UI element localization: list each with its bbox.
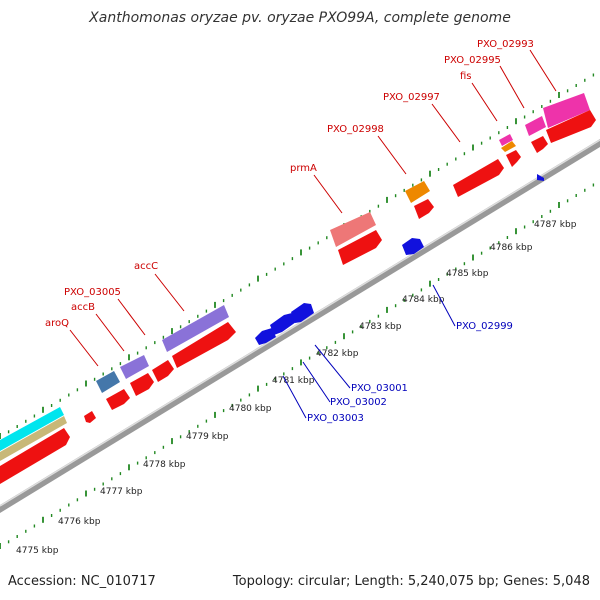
scale-label-4776: 4776 kbp [58,517,101,527]
leader-prmA [313,174,343,214]
PXO_02995-feature [501,141,516,152]
gene-arrow [106,389,130,410]
leader-aroQ [69,329,99,367]
gene-label-aroQ[interactable]: aroQ [45,318,69,329]
scale-label-4781: 4781 kbp [272,376,315,386]
gene-label-accB[interactable]: accB [71,302,95,313]
leader-PXO_02993 [529,49,557,92]
PXO_02998-feature [405,181,430,203]
scale-label-4780: 4780 kbp [229,404,272,414]
reverse-gene-labels: PXO_02999 PXO_03001 PXO_03002 PXO_03003 [307,321,513,424]
gene-arrow [537,174,544,181]
scale-label-4775: 4775 kbp [16,546,59,556]
PXO_03003-gene-arrow [255,328,276,345]
genome-summary-text: Topology: circular; Length: 5,240,075 bp… [232,574,590,589]
left-edge-features [0,407,96,484]
leader-PXO_02998 [377,135,407,175]
forward-tick-row [0,73,595,439]
gene-arrow [338,230,382,265]
gene-label-PXO_02998[interactable]: PXO_02998 [327,124,384,135]
leader-PXO_02999 [432,284,456,327]
label-leaders [69,49,557,419]
scale-label-4784: 4784 kbp [402,295,445,305]
PXO_02999-gene-arrow [402,238,424,255]
scale-label-4777: 4777 kbp [100,487,143,497]
scale-label-4779: 4779 kbp [186,432,229,442]
accession-text: Accession: NC_010717 [8,574,156,589]
gene-arrow [531,136,548,153]
leader-PXO_02995 [499,65,525,109]
fis-feature [499,134,513,146]
leader-PXO_03001 [314,344,351,389]
leader-PXO_02997 [431,103,461,143]
backbone [0,139,600,513]
gene-label-PXO_03003[interactable]: PXO_03003 [307,413,364,424]
gene-arrow [453,159,504,197]
leader-accB [95,313,125,352]
map-title: Xanthomonas oryzae pv. oryzae PXO99A, co… [89,10,511,26]
gene-label-prmA[interactable]: prmA [290,163,317,174]
PXO_03001-gene-arrow [291,303,314,323]
scale-label-4778: 4778 kbp [143,460,186,470]
accC-feature [162,305,229,352]
accB-feature [120,355,149,379]
reverse-strand-features [255,174,544,345]
leader-PXO_03002 [302,361,331,403]
prmA-feature [330,212,376,247]
scale-label-4783: 4783 kbp [359,322,402,332]
gene-label-PXO_03002[interactable]: PXO_03002 [330,397,387,408]
PXO_02993-feature-a [525,116,546,136]
gene-arrow [172,322,236,368]
forward-gene-labels: aroQ accB PXO_03005 accC prmA PXO_02998 … [45,39,534,329]
gene-label-PXO_02997[interactable]: PXO_02997 [383,92,440,103]
leader-PXO_03005 [117,298,146,336]
gene-arrow [414,199,434,219]
PXO_02993-feature-b [543,93,590,128]
scale-label-4786: 4786 kbp [490,243,533,253]
gene-label-PXO_02995[interactable]: PXO_02995 [444,55,501,66]
gene-arrow [130,373,154,396]
reverse-tick-row [0,183,595,549]
gene-arrow [506,150,521,167]
gene-label-accC[interactable]: accC [134,261,158,272]
gene-label-PXO_03005[interactable]: PXO_03005 [64,287,121,298]
PXO_03002-gene-arrow [270,313,296,335]
leader-fis [471,82,498,122]
tan-feature [0,416,67,461]
scale-labels: 4775 kbp 4776 kbp 4777 kbp 4778 kbp 4779… [16,220,577,556]
gene-label-PXO_03001[interactable]: PXO_03001 [351,383,408,394]
backbone-highlight [0,139,600,507]
scale-label-4782: 4782 kbp [316,349,359,359]
gene-arrow [0,428,70,484]
gene-label-PXO_02999[interactable]: PXO_02999 [456,321,513,332]
scale-label-4787: 4787 kbp [534,220,577,230]
gene-label-PXO_02993[interactable]: PXO_02993 [477,39,534,50]
gene-arrow [84,411,96,423]
gene-label-fis[interactable]: fis [460,71,472,82]
aroQ-feature [96,371,120,393]
cyan-feature [0,407,64,451]
gene-arrow [546,110,596,143]
scale-label-4785: 4785 kbp [446,269,489,279]
leader-PXO_03003 [282,375,307,419]
forward-strand-features [96,93,596,410]
leader-accC [154,273,185,312]
gene-arrow [152,360,174,382]
